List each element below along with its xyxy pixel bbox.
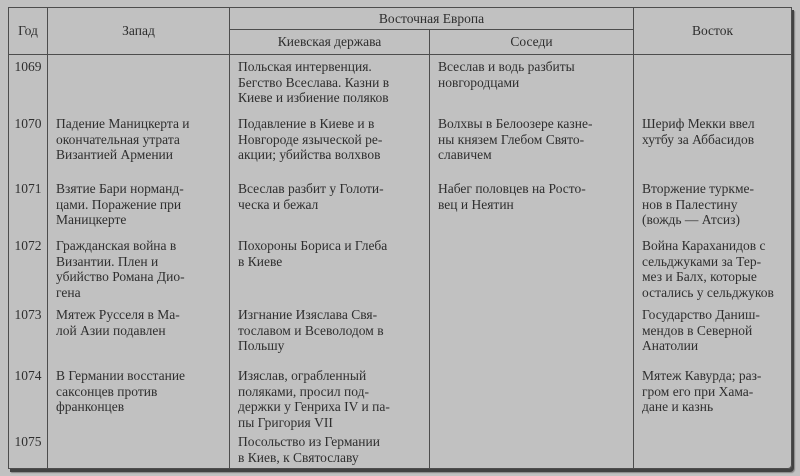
year-cell: 1074 [14,368,42,383]
column-header-west: Запад [47,8,229,54]
west-cell: Падение Маницкерта и окончательная утрат… [47,112,229,177]
neighbors-cell [429,234,633,303]
column-header-eastern-europe: Восточная Европа [229,8,633,30]
east-cell: Война Караханидов с сельджуками за Тер- … [633,234,791,303]
column-header-east: Восток [633,8,791,54]
west-cell: Взятие Бари норманд- цами. Поражение при… [47,177,229,234]
year-cell: 1073 [14,307,42,322]
east-cell: Шериф Мекки ввел хутбу за Аббасидов [633,112,791,177]
kievan-state-cell: Изгнание Изяслава Свя- тославом и Всевол… [229,303,429,364]
column-header-kievan-state: Киевская держава [229,30,429,54]
column-header-year: Год [18,23,38,39]
table-body: 1069 Польская интервенция. Бегство Всесла… [9,55,791,469]
west-cell [47,55,229,112]
east-cell: Мятеж Кавурда; раз- гром его при Хама- д… [633,364,791,430]
neighbors-cell [429,430,633,469]
neighbors-cell: Волхвы в Белоозере казне- ны князем Глеб… [429,112,633,177]
year-cell: 1070 [14,116,42,131]
neighbors-cell: Набег половцев на Росто- вец и Неятин [429,177,633,234]
column-header-neighbors: Соседи [429,30,633,54]
kievan-state-cell: Всеслав разбит у Голоти- ческа и бежал [229,177,429,234]
east-cell: Государство Даниш- мендов в Северной Ана… [633,303,791,364]
year-cell: 1075 [14,434,42,449]
year-cell: 1071 [14,181,42,196]
kievan-state-cell: Посольство из Германии в Киев, к Святосл… [229,430,429,469]
table-header: Год Запад Восточная Европа Киевская держ… [9,8,791,55]
year-cell: 1069 [14,59,42,74]
kievan-state-cell: Польская интервенция. Бегство Всеслава. … [229,55,429,112]
kievan-state-cell: Подавление в Киеве и в Новгороде языческ… [229,112,429,177]
east-cell [633,430,791,469]
chronology-table: Год Запад Восточная Европа Киевская держ… [8,7,792,469]
west-cell [47,430,229,469]
west-cell: Гражданская война в Византии. Плен и уби… [47,234,229,303]
neighbors-cell [429,303,633,364]
neighbors-cell: Всеслав и водь разбиты новгородцами [429,55,633,112]
east-cell: Вторжение туркме- нов в Палестину (вождь… [633,177,791,234]
kievan-state-cell: Похороны Бориса и Глеба в Киеве [229,234,429,303]
year-cell: 1072 [14,238,42,253]
east-cell [633,55,791,112]
neighbors-cell [429,364,633,430]
west-cell: Мятеж Русселя в Ма- лой Азии подавлен [47,303,229,364]
west-cell: В Германии восстание саксонцев против фр… [47,364,229,430]
kievan-state-cell: Изяслав, ограбленный поляками, просил по… [229,364,429,430]
